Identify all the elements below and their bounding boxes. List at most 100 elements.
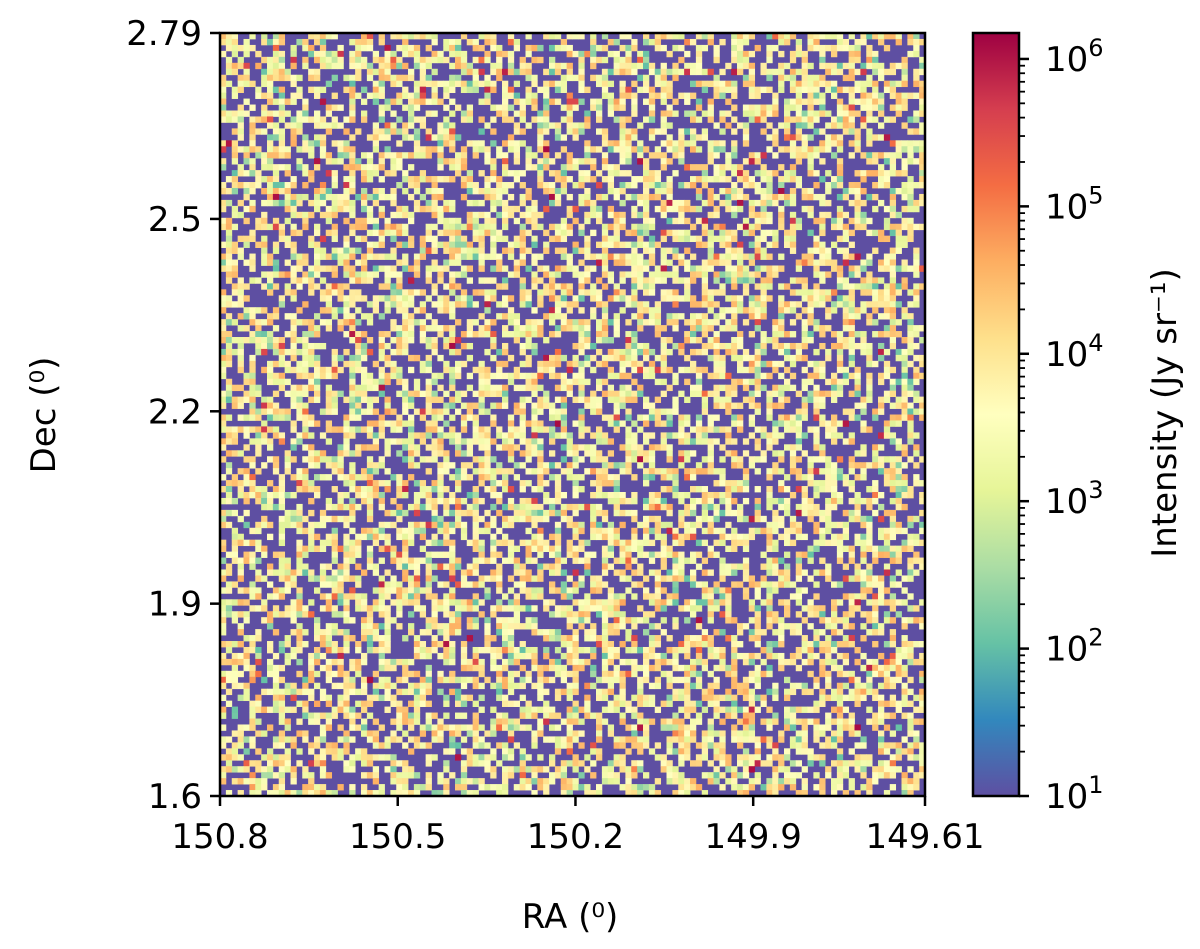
heatmap-cell: [889, 313, 897, 320]
heatmap-cell: [601, 390, 609, 398]
heatmap-cell: [314, 474, 321, 481]
heatmap-cell: [889, 140, 897, 147]
heatmap-cell: [590, 450, 597, 457]
heatmap-cell: [572, 247, 579, 254]
heatmap-cell: [813, 33, 820, 40]
heatmap-cell: [784, 396, 791, 403]
heatmap-cell: [795, 158, 803, 165]
heatmap-cell: [284, 164, 291, 171]
heatmap-cell: [390, 372, 397, 380]
heatmap-cell: [319, 295, 327, 302]
heatmap-cell: [554, 187, 562, 195]
heatmap-cell: [449, 158, 456, 165]
heatmap-cell: [366, 92, 374, 99]
heatmap-cell: [578, 444, 585, 451]
heatmap-cell: [390, 211, 397, 219]
heatmap-cell: [601, 354, 609, 362]
heatmap-cell: [437, 158, 444, 165]
heatmap-cell: [543, 426, 550, 433]
heatmap-cell: [396, 271, 403, 278]
heatmap-cell: [772, 92, 779, 99]
heatmap-cell: [372, 134, 380, 141]
heatmap-cell: [901, 390, 908, 398]
heatmap-cell: [319, 372, 327, 380]
heatmap-cell: [267, 337, 274, 344]
heatmap-cell: [778, 68, 785, 76]
heatmap-cell: [660, 408, 667, 415]
heatmap-cell: [795, 38, 803, 46]
heatmap-cell: [296, 390, 303, 398]
heatmap-cell: [584, 247, 591, 254]
heatmap-cell: [578, 62, 585, 70]
heatmap-cell: [707, 110, 714, 117]
heatmap-cell: [731, 450, 738, 457]
heatmap-cell: [449, 271, 456, 278]
heatmap-cell: [889, 170, 897, 177]
heatmap-cell: [643, 229, 650, 237]
heatmap-cell: [425, 384, 432, 392]
heatmap-cell: [331, 170, 338, 177]
heatmap-cell: [742, 80, 750, 88]
heatmap-cell: [378, 342, 385, 350]
heatmap-cell: [613, 38, 620, 46]
heatmap-cell: [648, 98, 656, 105]
heatmap-cell: [331, 396, 338, 403]
heatmap-cell: [378, 241, 385, 248]
heatmap-cell: [343, 426, 350, 433]
heatmap-cell: [789, 217, 797, 225]
heatmap-cell: [390, 170, 397, 177]
heatmap-cell: [231, 426, 239, 433]
heatmap-cell: [502, 348, 509, 356]
heatmap-cell: [560, 468, 568, 475]
heatmap-cell: [701, 390, 709, 398]
heatmap-cell: [466, 265, 474, 272]
heatmap-cell: [390, 325, 397, 332]
heatmap-cell: [672, 62, 679, 70]
heatmap-cell: [484, 56, 491, 64]
heatmap-cell: [695, 116, 703, 123]
heatmap-cell: [766, 337, 773, 344]
heatmap-cell: [789, 360, 797, 368]
heatmap-cell: [795, 468, 803, 475]
heatmap-cell: [748, 68, 756, 76]
heatmap-cell: [255, 325, 262, 332]
heatmap-cell: [261, 337, 268, 344]
heatmap-cell: [455, 295, 462, 302]
heatmap-cell: [766, 104, 773, 111]
heatmap-cell: [866, 44, 873, 52]
heatmap-cell: [825, 325, 832, 332]
heatmap-cell: [883, 259, 891, 266]
heatmap-cell: [778, 432, 785, 439]
heatmap-cell: [572, 378, 579, 386]
heatmap-cell: [502, 444, 509, 451]
heatmap-cell: [507, 414, 515, 421]
heatmap-cell: [889, 116, 897, 123]
heatmap-cell: [596, 402, 603, 409]
heatmap-cell: [560, 414, 568, 421]
heatmap-cell: [795, 110, 803, 117]
heatmap-cell: [842, 229, 850, 237]
heatmap-cell: [496, 390, 503, 398]
heatmap-cell: [525, 456, 532, 463]
heatmap-cell: [584, 122, 591, 129]
heatmap-cell: [901, 366, 908, 374]
heatmap-cell: [778, 80, 785, 88]
heatmap-cell: [807, 301, 814, 308]
heatmap-cell: [613, 426, 620, 433]
heatmap-cell: [707, 265, 714, 272]
heatmap-cell: [748, 199, 756, 207]
heatmap-cell: [772, 98, 779, 105]
heatmap-cell: [637, 158, 644, 165]
heatmap-cell: [543, 104, 550, 111]
heatmap-cell: [807, 229, 814, 237]
heatmap-cell: [883, 331, 891, 338]
heatmap-cell: [801, 289, 808, 296]
heatmap-cell: [543, 283, 550, 290]
heatmap-cell: [290, 176, 297, 183]
heatmap-cell: [231, 223, 239, 231]
heatmap-cell: [825, 140, 832, 147]
heatmap-cell: [472, 146, 479, 153]
heatmap-cell: [278, 98, 286, 105]
heatmap-cell: [466, 462, 474, 469]
heatmap-cell: [455, 134, 462, 141]
